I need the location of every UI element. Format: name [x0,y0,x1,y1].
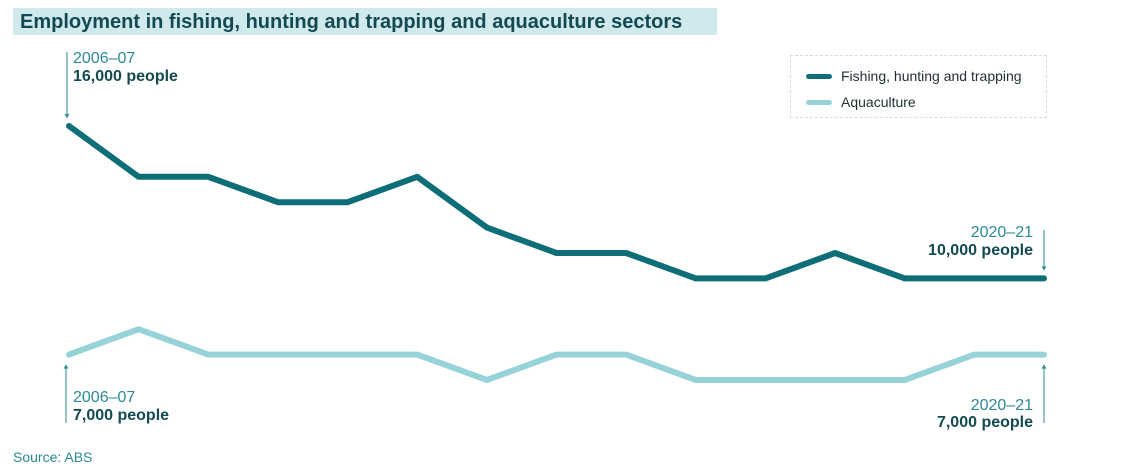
annotation-fishing-end-value: 10,000 people [928,242,1033,259]
legend-item-aquaculture: Aquaculture [806,94,916,110]
annotation-aquaculture-end-arrow-head [1041,364,1047,369]
legend-item-fishing: Fishing, hunting and trapping [806,68,1022,84]
annotation-fishing-start-arrow-head [64,114,70,118]
chart-title: Employment in fishing, hunting and trapp… [20,11,683,33]
annotation-fishing-start-year: 2006–07 [73,50,135,67]
annotation-aquaculture-start-arrow-head [63,364,69,369]
annotation-aquaculture-end-year: 2020–21 [971,397,1033,414]
legend-label-fishing: Fishing, hunting and trapping [841,68,1022,84]
annotation-fishing-end-arrow-head [1041,266,1047,271]
source-note: Source: ABS [13,449,93,465]
annotation-aquaculture-start-year: 2006–07 [73,389,135,406]
legend-label-aquaculture: Aquaculture [841,94,916,110]
legend-swatch-fishing [806,73,832,79]
series-line-fishing [66,123,1047,282]
annotation-fishing-end-year: 2020–21 [971,224,1033,241]
chart-legend: Fishing, hunting and trapping Aquacultur… [790,55,1047,118]
annotation-aquaculture-start-value: 7,000 people [73,407,169,424]
legend-swatch-aquaculture [806,99,832,105]
chart-title-box: Employment in fishing, hunting and trapp… [13,8,717,35]
annotation-aquaculture-end-value: 7,000 people [937,414,1033,431]
annotation-fishing-start-value: 16,000 people [73,68,178,85]
